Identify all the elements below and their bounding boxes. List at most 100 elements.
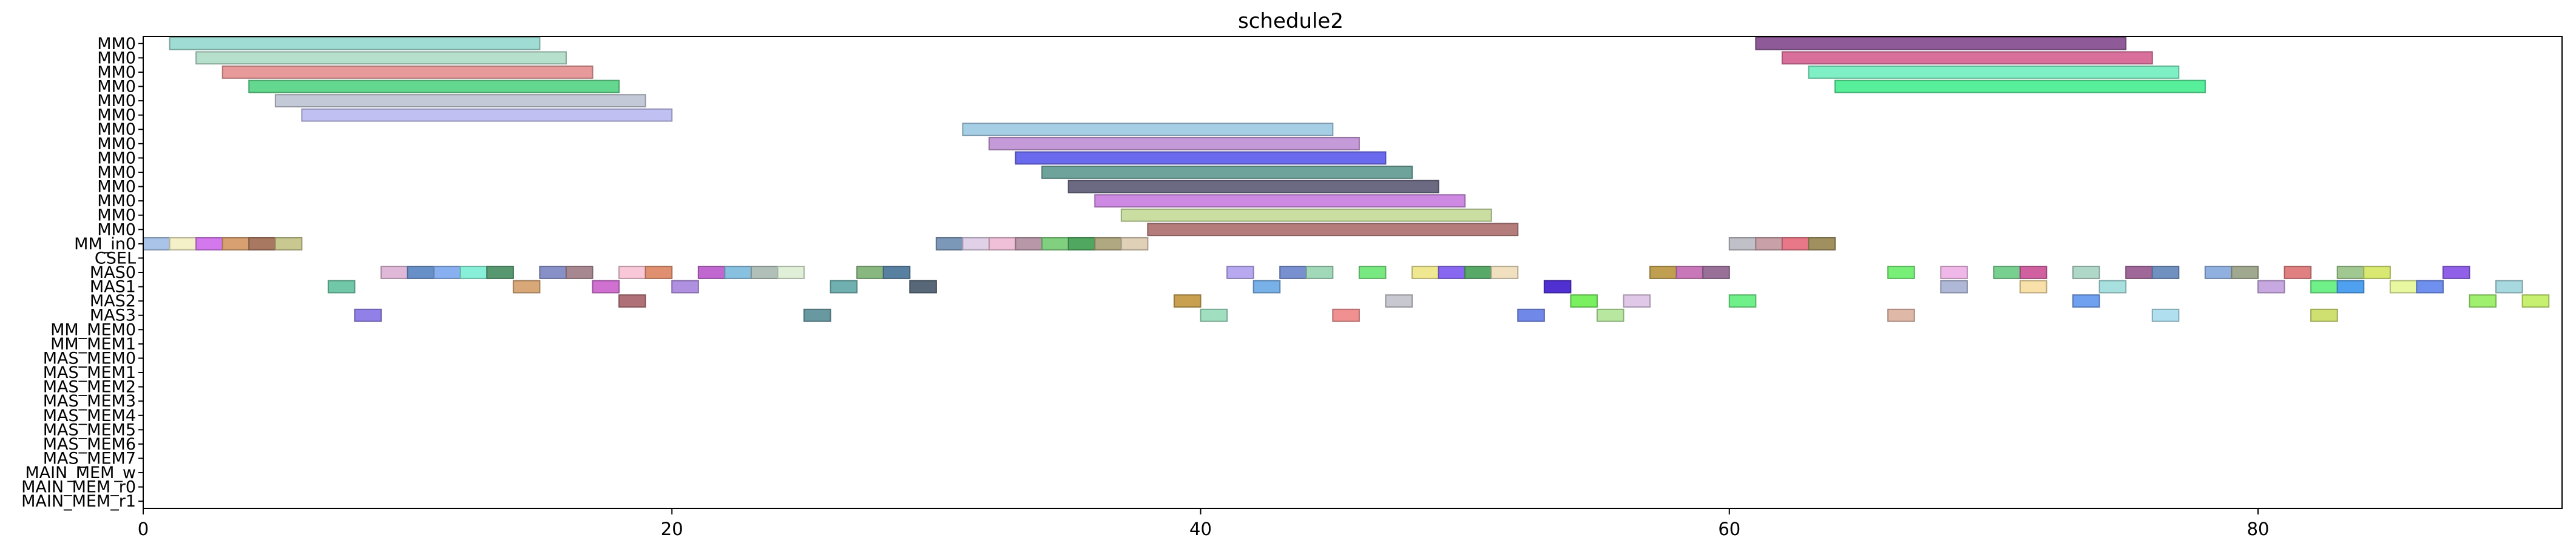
task-bar <box>2442 266 2470 279</box>
task-bar <box>1438 266 1466 279</box>
task-bar <box>512 280 541 294</box>
task-bar <box>644 266 673 279</box>
task-bar <box>2521 294 2550 308</box>
task-bar <box>1094 237 1122 251</box>
task-bar <box>143 237 171 251</box>
y-tick-label: MM0 <box>97 78 136 96</box>
task-bar <box>830 280 858 294</box>
task-bar <box>2019 266 2047 279</box>
y-tick-label: MAIN_MEM_r1 <box>21 492 136 511</box>
task-bar <box>1226 266 1254 279</box>
y-tick-label: CSEL <box>95 249 136 268</box>
y-tick-label: MAS2 <box>90 292 136 311</box>
y-tick-label: MAIN_MEM_r0 <box>21 478 136 497</box>
x-tick-label: 20 <box>661 519 683 539</box>
task-bar <box>1993 266 2021 279</box>
task-bar <box>1094 194 1466 208</box>
y-axis-labels: MM0MM0MM0MM0MM0MM0MM0MM0MM0MM0MM0MM0MM0M… <box>21 35 143 511</box>
task-bar <box>1490 266 1519 279</box>
x-axis-ticks: 0 20 40 60 80 <box>138 508 2270 539</box>
task-bar <box>592 280 620 294</box>
task-bar <box>433 266 461 279</box>
task-bar <box>1015 151 1387 165</box>
y-tick-label: MM0 <box>97 106 136 125</box>
plot-frame <box>143 36 2563 509</box>
y-tick-label: MAS_MEM7 <box>43 449 136 468</box>
task-bar <box>1120 208 1492 222</box>
task-bar <box>274 237 303 251</box>
task-bar <box>1781 51 2153 65</box>
task-bar <box>248 79 620 93</box>
task-bar <box>1517 308 1545 322</box>
task-bar <box>989 237 1016 251</box>
task-bar <box>1596 308 1624 322</box>
task-bar <box>169 237 197 251</box>
task-bar <box>2495 280 2523 294</box>
task-bar <box>1358 266 1387 279</box>
task-bar <box>2204 266 2233 279</box>
task-bar <box>750 266 779 279</box>
task-bar <box>539 266 567 279</box>
task-bar <box>407 266 435 279</box>
task-bar <box>1067 180 1439 194</box>
task-bar <box>1887 308 1915 322</box>
y-tick-label: MM0 <box>97 92 136 110</box>
task-bar <box>1067 237 1096 251</box>
task-bar <box>195 237 223 251</box>
task-bar <box>2151 308 2180 322</box>
y-tick-label: MAS3 <box>90 306 136 325</box>
y-tick-label: MM0 <box>97 220 136 239</box>
task-bar <box>1834 79 2206 93</box>
task-bars <box>143 36 2550 322</box>
task-bar <box>962 237 990 251</box>
task-bar <box>1120 237 1149 251</box>
task-bar <box>1041 237 1069 251</box>
task-bar <box>1332 308 1360 322</box>
task-bar <box>566 266 593 279</box>
x-tick-label: 80 <box>2247 519 2270 539</box>
task-bar <box>724 266 752 279</box>
task-bar <box>909 280 937 294</box>
x-tick-label: 0 <box>138 519 149 539</box>
task-bar <box>301 108 673 122</box>
task-bar <box>248 237 276 251</box>
task-bar <box>962 123 1334 136</box>
task-bar <box>2416 280 2444 294</box>
task-bar <box>274 94 646 107</box>
task-bar <box>618 294 646 308</box>
y-tick-label: MAS_MEM5 <box>43 420 136 439</box>
y-tick-label: MAIN_MEM_w <box>25 463 136 482</box>
y-tick-label: MM_in0 <box>74 235 136 254</box>
task-bar <box>195 51 567 65</box>
task-bar <box>1623 294 1651 308</box>
task-bar <box>2072 266 2100 279</box>
y-tick-label: MM0 <box>97 120 136 139</box>
task-bar <box>221 66 593 79</box>
task-bar <box>1253 280 1281 294</box>
y-tick-label: MAS_MEM2 <box>43 378 136 397</box>
task-bar <box>354 308 382 322</box>
y-tick-label: MAS_MEM1 <box>43 363 136 382</box>
task-bar <box>2310 280 2338 294</box>
task-bar <box>803 308 831 322</box>
task-bar <box>2125 266 2153 279</box>
y-tick-label: MM_MEM1 <box>50 335 136 354</box>
task-bar <box>2151 266 2180 279</box>
y-tick-label: MM0 <box>97 192 136 211</box>
task-bar <box>618 266 646 279</box>
task-bar <box>1411 266 1439 279</box>
task-bar <box>856 266 884 279</box>
task-bar <box>1464 266 1492 279</box>
task-bar <box>1200 308 1228 322</box>
task-bar <box>777 266 805 279</box>
y-tick-label: MM0 <box>97 149 136 167</box>
task-bar <box>2336 266 2365 279</box>
task-bar <box>459 266 488 279</box>
task-bar <box>1305 266 1334 279</box>
task-bar <box>1728 237 1757 251</box>
y-tick-label: MM0 <box>97 178 136 197</box>
task-bar <box>486 266 514 279</box>
task-bar <box>1147 223 1519 237</box>
x-tick-label: 60 <box>1718 519 1740 539</box>
